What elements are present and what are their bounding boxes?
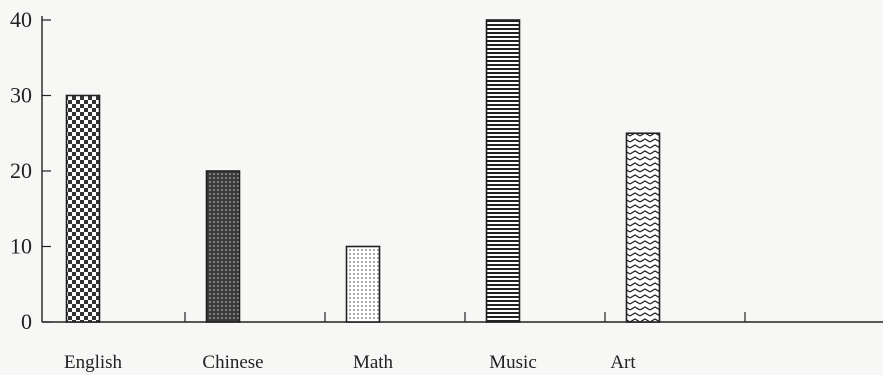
bar-chinese <box>205 170 241 323</box>
y-tick-label: 0 <box>21 309 32 334</box>
x-tick-label: English <box>64 352 123 373</box>
bar-art <box>625 132 661 323</box>
y-axis: 0 10 20 30 40 <box>10 7 51 334</box>
bars <box>65 19 661 323</box>
x-tick-label: Art <box>610 352 636 373</box>
x-tick-label: Chinese <box>202 352 263 373</box>
bar-math <box>345 245 381 323</box>
y-tick-label: 10 <box>10 234 32 259</box>
y-tick-label: 30 <box>10 83 32 108</box>
y-tick-label: 20 <box>10 158 32 183</box>
x-axis: English Chinese Math Music Art <box>42 312 883 373</box>
bar-english <box>65 94 101 323</box>
bar-music <box>485 19 521 323</box>
x-tick-label: Math <box>353 352 394 373</box>
x-tick-label: Music <box>489 352 537 373</box>
y-tick-label: 40 <box>10 7 32 32</box>
